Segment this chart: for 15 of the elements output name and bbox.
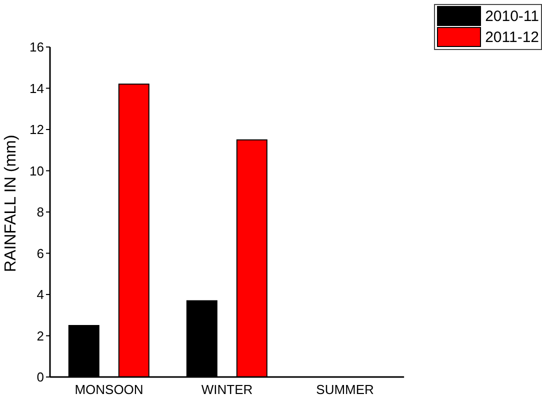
y-tick-label: 10 <box>30 163 44 178</box>
y-tick-label: 0 <box>36 370 44 385</box>
y-tick-label: 8 <box>36 204 44 220</box>
legend-label: 2010-11 <box>485 8 539 24</box>
y-axis-title: RAINFALL IN (mm) <box>2 134 20 272</box>
x-tick-label: WINTER <box>201 382 253 398</box>
x-tick-label: MONSOON <box>74 382 144 398</box>
y-tick-label: 14 <box>30 80 44 96</box>
y-tick-label: 4 <box>36 287 44 302</box>
y-tick-label: 6 <box>36 246 44 261</box>
y-tick-label: 2 <box>36 328 44 344</box>
y-tick-label: 16 <box>30 40 44 55</box>
x-tick-label: SUMMER <box>316 382 374 398</box>
y-tick-label: 12 <box>30 122 44 138</box>
legend-label: 2011-12 <box>485 28 539 46</box>
